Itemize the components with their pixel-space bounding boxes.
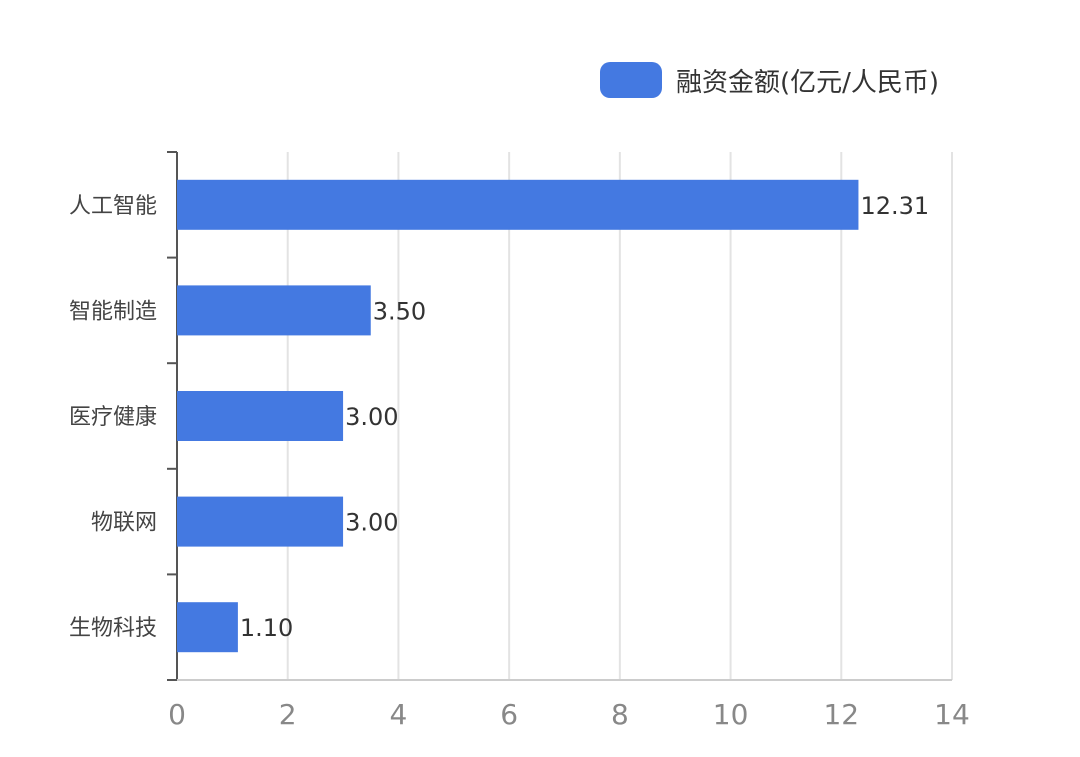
data-label: 1.10 <box>240 614 293 642</box>
category-label: 人工智能 <box>69 194 157 219</box>
bar <box>177 602 238 653</box>
data-label: 3.50 <box>373 297 426 325</box>
x-tick-label: 10 <box>713 698 749 731</box>
legend-swatch <box>600 62 662 98</box>
x-tick-label: 6 <box>500 698 518 731</box>
bar <box>177 285 371 336</box>
x-tick-label: 0 <box>168 698 186 731</box>
x-tick-label: 8 <box>611 698 629 731</box>
data-label: 12.31 <box>860 192 929 220</box>
x-tick-label: 4 <box>390 698 408 731</box>
bar <box>177 496 344 547</box>
legend-label: 融资金额(亿元/人民币) <box>676 67 940 98</box>
x-tick-label: 14 <box>934 698 970 731</box>
x-tick-label: 2 <box>279 698 297 731</box>
data-label: 3.00 <box>345 403 398 431</box>
category-label: 智能制造 <box>69 299 157 324</box>
data-label: 3.00 <box>345 509 398 537</box>
category-label: 物联网 <box>91 511 157 536</box>
category-label: 生物科技 <box>69 616 157 641</box>
bar <box>177 391 344 441</box>
legend: 融资金额(亿元/人民币) <box>600 60 939 100</box>
category-label: 医疗健康 <box>69 405 157 430</box>
x-tick-label: 12 <box>823 698 859 731</box>
bar <box>177 179 859 230</box>
